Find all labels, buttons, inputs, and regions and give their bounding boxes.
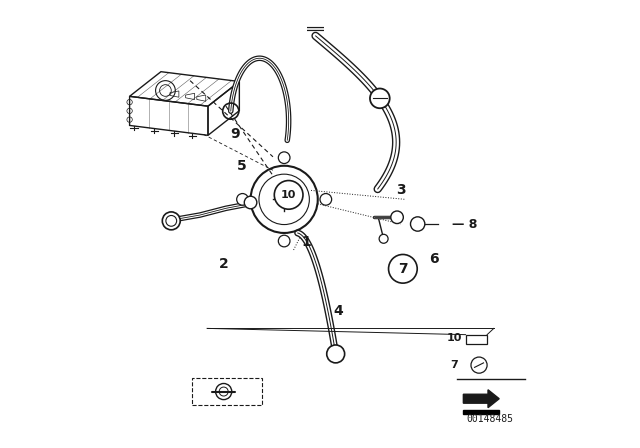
Text: 7: 7: [398, 262, 408, 276]
Text: 9: 9: [230, 127, 240, 142]
Circle shape: [163, 212, 180, 230]
Circle shape: [388, 254, 417, 283]
Polygon shape: [463, 390, 499, 408]
Text: 4: 4: [333, 304, 343, 319]
Circle shape: [244, 196, 257, 209]
Circle shape: [320, 194, 332, 205]
Bar: [463, 410, 499, 414]
Circle shape: [237, 194, 248, 205]
Text: 1: 1: [301, 235, 312, 249]
Circle shape: [410, 217, 425, 231]
Text: 5: 5: [237, 159, 246, 173]
Circle shape: [379, 234, 388, 243]
Circle shape: [278, 152, 290, 164]
Text: 2: 2: [219, 257, 228, 271]
Text: 3: 3: [396, 183, 406, 198]
Text: 00148485: 00148485: [467, 414, 514, 424]
Text: 7: 7: [451, 360, 458, 370]
Circle shape: [326, 345, 344, 363]
Circle shape: [278, 235, 290, 247]
Circle shape: [275, 181, 303, 209]
Text: 6: 6: [429, 252, 439, 266]
Circle shape: [216, 383, 232, 400]
Circle shape: [370, 89, 390, 108]
Circle shape: [391, 211, 403, 224]
Text: B: B: [284, 191, 289, 200]
Text: 10: 10: [281, 190, 296, 200]
Bar: [192, 378, 262, 405]
Text: — 8: — 8: [452, 218, 477, 232]
Text: 10: 10: [447, 333, 462, 343]
